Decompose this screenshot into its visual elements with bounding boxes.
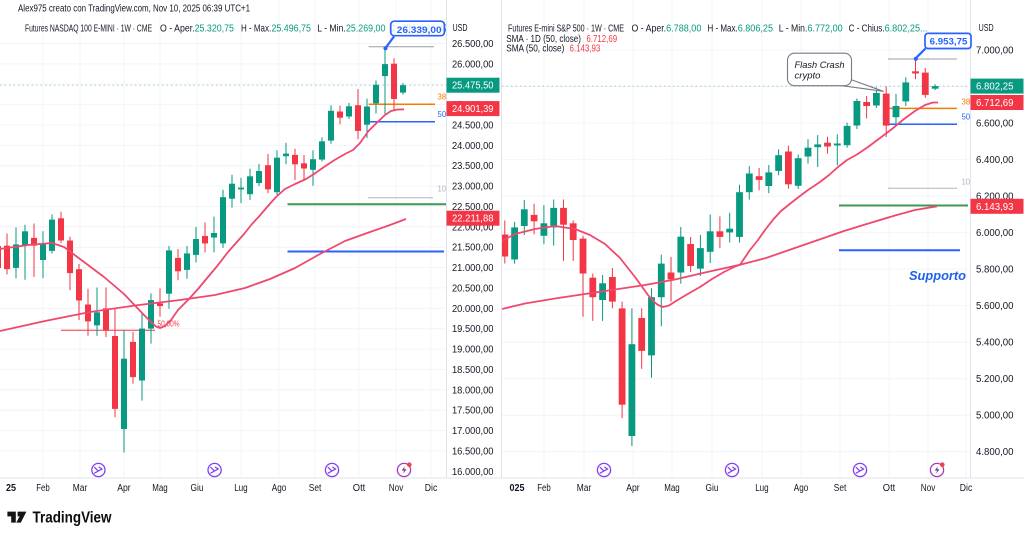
svg-text:Apr: Apr: [117, 483, 131, 494]
svg-text:16.500,00: 16.500,00: [452, 446, 494, 457]
svg-text:21.000,00: 21.000,00: [452, 263, 494, 274]
svg-text:Mar: Mar: [577, 483, 592, 494]
svg-text:025: 025: [510, 483, 525, 494]
svg-text:Lug: Lug: [755, 483, 769, 494]
svg-text:6.143,93: 6.143,93: [570, 44, 601, 55]
svg-text:Lug: Lug: [234, 483, 248, 494]
svg-text:Futures E-mini S&P 500 · 1W ·: Futures E-mini S&P 500 · 1W · CME: [508, 24, 624, 35]
svg-text:Ago: Ago: [272, 483, 287, 494]
svg-text:6.712,69: 6.712,69: [976, 98, 1014, 109]
svg-text:6.806,25: 6.806,25: [738, 24, 774, 35]
svg-text:25.475,50: 25.475,50: [452, 81, 494, 92]
svg-text:Ago: Ago: [794, 483, 809, 494]
svg-text:SMA · 1D (50, close): SMA · 1D (50, close): [506, 34, 581, 45]
svg-text:SMA (50, close): SMA (50, close): [506, 44, 564, 55]
svg-text:H - Max.: H - Max.: [241, 24, 271, 35]
svg-text:Giu: Giu: [706, 483, 719, 494]
svg-text:TradingView: TradingView: [33, 510, 113, 527]
svg-text:Nov: Nov: [921, 483, 936, 494]
svg-text:18.500,00: 18.500,00: [452, 365, 494, 376]
svg-text:Dic: Dic: [960, 483, 973, 494]
svg-text:20.500,00: 20.500,00: [452, 283, 494, 294]
svg-text:22.000,00: 22.000,00: [452, 222, 494, 233]
svg-text:Giu: Giu: [191, 483, 204, 494]
svg-text:16.000,00: 16.000,00: [452, 467, 494, 478]
svg-text:21.500,00: 21.500,00: [452, 243, 494, 254]
svg-text:C - Chius.: C - Chius.: [849, 24, 885, 35]
svg-text:Feb: Feb: [537, 483, 551, 494]
svg-text:6.143,93: 6.143,93: [976, 202, 1014, 213]
svg-text:Mag: Mag: [664, 483, 680, 494]
svg-text:Flash Crash: Flash Crash: [795, 60, 845, 71]
svg-text:Feb: Feb: [36, 483, 50, 494]
svg-text:O - Aper.: O - Aper.: [160, 24, 195, 35]
svg-text:5.200,00: 5.200,00: [976, 374, 1014, 385]
svg-text:L - Min.: L - Min.: [317, 24, 346, 35]
svg-text:6.000,00: 6.000,00: [976, 228, 1014, 239]
svg-text:USD: USD: [453, 23, 468, 34]
svg-text:25.496,75: 25.496,75: [272, 24, 312, 35]
svg-text:6.600,00: 6.600,00: [976, 119, 1014, 130]
svg-text:6.802,25...: 6.802,25...: [885, 24, 928, 35]
svg-text:Ott: Ott: [353, 483, 366, 494]
svg-text:26.500,00: 26.500,00: [452, 39, 494, 50]
svg-text:25.320,75: 25.320,75: [195, 24, 235, 35]
svg-text:O - Aper.: O - Aper.: [632, 24, 667, 35]
svg-text:4.800,00: 4.800,00: [976, 447, 1014, 458]
svg-text:18.000,00: 18.000,00: [452, 385, 494, 396]
svg-text:Apr: Apr: [626, 483, 640, 494]
svg-text:5.400,00: 5.400,00: [976, 338, 1014, 349]
svg-text:6.953,75: 6.953,75: [930, 37, 968, 48]
svg-text:Alex975 creato con TradingView: Alex975 creato con TradingView.com, Nov …: [18, 4, 250, 15]
svg-text:19.500,00: 19.500,00: [452, 324, 494, 335]
svg-text:5.000,00: 5.000,00: [976, 411, 1014, 422]
svg-text:5.800,00: 5.800,00: [976, 265, 1014, 276]
svg-text:Set: Set: [834, 483, 847, 494]
svg-text:Mar: Mar: [73, 483, 88, 494]
svg-text:26.339,00: 26.339,00: [397, 25, 442, 36]
svg-text:crypto: crypto: [795, 71, 821, 82]
svg-text:L - Min.: L - Min.: [779, 24, 808, 35]
svg-text:50,0%: 50,0%: [962, 112, 984, 122]
svg-text:25: 25: [6, 483, 16, 494]
svg-text:Supporto: Supporto: [909, 268, 966, 283]
svg-text:24.500,00: 24.500,00: [452, 121, 494, 132]
svg-text:23.500,00: 23.500,00: [452, 161, 494, 172]
svg-text:20.000,00: 20.000,00: [452, 304, 494, 315]
svg-text:6.802,25: 6.802,25: [976, 82, 1014, 93]
svg-text:Nov: Nov: [389, 483, 404, 494]
svg-text:6.712,69: 6.712,69: [586, 34, 617, 45]
svg-text:6.400,00: 6.400,00: [976, 155, 1014, 166]
svg-text:100,0%: 100,0%: [962, 177, 988, 187]
svg-text:6.772,00: 6.772,00: [807, 24, 843, 35]
svg-text:USD: USD: [979, 23, 994, 34]
svg-text:6.788,00: 6.788,00: [666, 24, 702, 35]
svg-text:H - Max.: H - Max.: [708, 24, 738, 35]
svg-text:22.500,00: 22.500,00: [452, 202, 494, 213]
svg-text:38,2%: 38,2%: [438, 92, 460, 102]
svg-text:5.600,00: 5.600,00: [976, 301, 1014, 312]
svg-text:Ott: Ott: [883, 483, 896, 494]
svg-text:19.000,00: 19.000,00: [452, 345, 494, 356]
svg-text:24.901,39: 24.901,39: [452, 104, 494, 115]
svg-text:50,0%: 50,0%: [438, 109, 460, 119]
svg-text:25.269,00: 25.269,00: [346, 24, 386, 35]
svg-text:Set: Set: [309, 483, 322, 494]
svg-text:Dic: Dic: [425, 483, 438, 494]
svg-text:100,0%: 100,0%: [438, 184, 464, 194]
svg-text:26.000,00: 26.000,00: [452, 59, 494, 70]
svg-text:38,2%: 38,2%: [962, 97, 984, 107]
svg-text:23.000,00: 23.000,00: [452, 182, 494, 193]
svg-text:6.200,00: 6.200,00: [976, 192, 1014, 203]
svg-text:17.000,00: 17.000,00: [452, 426, 494, 437]
svg-text:Mag: Mag: [152, 483, 168, 494]
svg-text:7.000,00: 7.000,00: [976, 46, 1014, 57]
svg-text:17.500,00: 17.500,00: [452, 406, 494, 417]
svg-text:24.000,00: 24.000,00: [452, 141, 494, 152]
svg-text:Futures NASDAQ 100 E-MINI · 1W: Futures NASDAQ 100 E-MINI · 1W · CME: [25, 24, 152, 35]
svg-text:22.211,88: 22.211,88: [452, 214, 494, 225]
